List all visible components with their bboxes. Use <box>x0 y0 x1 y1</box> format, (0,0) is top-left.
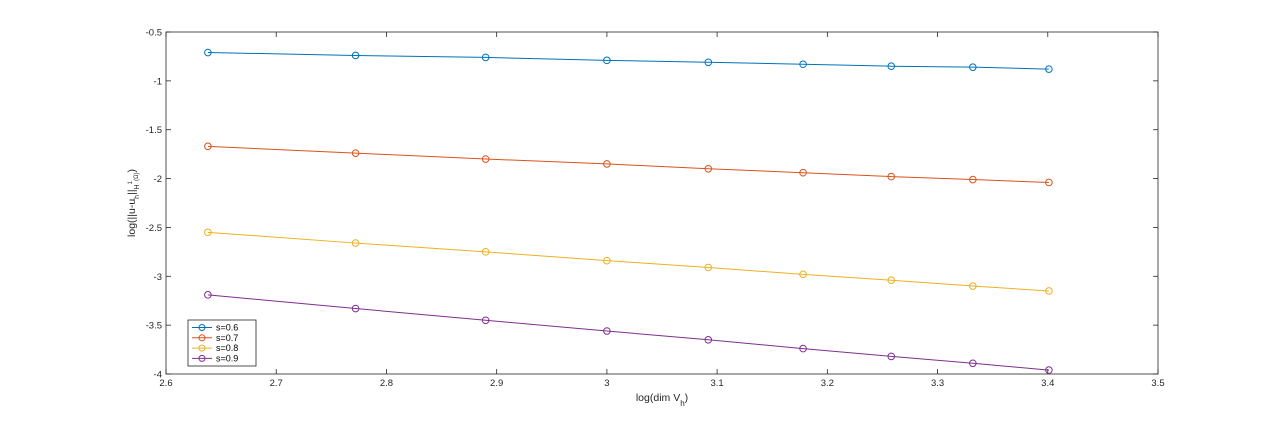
data-point <box>481 316 490 325</box>
x-axis-label: log(dim Vh) <box>636 392 688 408</box>
legend-entry: s=0.7 <box>192 333 238 343</box>
data-point <box>704 165 713 173</box>
data-point <box>1045 287 1053 295</box>
data-point <box>603 56 611 65</box>
data-point <box>603 256 611 265</box>
series-line <box>207 231 1049 292</box>
y-tick-label: -2.5 <box>146 223 162 234</box>
legend-label: s=0.8 <box>216 343 238 353</box>
x-tick-label: 3.1 <box>711 378 724 389</box>
x-tick-label: 2.7 <box>270 378 283 389</box>
series-2 <box>204 142 1053 187</box>
data-point <box>969 175 977 184</box>
y-tick-label: -1 <box>154 76 162 87</box>
legend-label: s=0.9 <box>216 353 238 363</box>
series-line <box>207 145 1049 183</box>
data-point <box>704 58 713 67</box>
y-axis-label: log(||u-uh||H1(Ω)) <box>126 169 141 237</box>
legend-marker <box>198 344 206 352</box>
data-point <box>799 344 807 353</box>
data-point <box>887 62 896 70</box>
x-tick-label: 2.8 <box>380 378 393 389</box>
ticks: 2.6 2.7 2.8 2.9 3 3.1 3.2 3.3 3.4 3.5 -4 -3.5 -3 -2.5… <box>146 28 1165 390</box>
data-point <box>799 168 807 177</box>
x-tick-label: 2.6 <box>159 378 172 389</box>
y-tick-label: -3 <box>154 272 162 283</box>
y-tick-label: -2 <box>154 174 162 185</box>
series-4 <box>204 291 1053 374</box>
x-tick-label: 3.4 <box>1041 378 1054 389</box>
legend-entry: s=0.8 <box>192 343 238 353</box>
legend-marker <box>198 324 206 331</box>
x-tick-label: 3 <box>604 378 609 389</box>
data-point <box>204 142 212 151</box>
series-3 <box>204 228 1053 295</box>
data-point <box>1045 178 1053 187</box>
data-point <box>799 270 807 279</box>
legend-label: s=0.6 <box>216 323 238 333</box>
legend-entry: s=0.6 <box>192 323 238 333</box>
series-1 <box>204 48 1053 73</box>
data-point <box>887 276 896 284</box>
series-group <box>204 48 1053 374</box>
legend: s=0.6s=0.7s=0.8s=0.9 <box>187 319 257 367</box>
data-point <box>481 155 490 163</box>
y-tick-label: -4 <box>154 370 162 381</box>
data-point <box>351 239 360 247</box>
data-point <box>204 228 212 237</box>
data-point <box>969 282 977 290</box>
data-point <box>204 291 212 299</box>
data-point <box>603 160 611 168</box>
legend-entry: s=0.9 <box>192 353 238 363</box>
x-tick-label: 2.9 <box>490 378 503 389</box>
series-line <box>207 294 1049 371</box>
legend-marker <box>198 354 206 362</box>
data-point <box>704 263 713 272</box>
data-point <box>481 248 490 256</box>
data-point <box>204 48 212 57</box>
x-tick-label: 3.3 <box>931 378 944 389</box>
data-point <box>351 51 360 60</box>
legend-label: s=0.7 <box>216 333 238 343</box>
legend-marker <box>198 334 206 342</box>
y-tick-label: -0.5 <box>146 28 162 39</box>
series-line <box>207 52 1049 70</box>
data-point <box>704 336 713 344</box>
x-tick-label: 3.5 <box>1151 378 1164 389</box>
y-tick-label: -1.5 <box>146 125 162 136</box>
data-point <box>351 149 360 157</box>
data-point <box>799 60 807 69</box>
data-point <box>1045 366 1053 374</box>
data-point <box>351 304 360 313</box>
data-point <box>887 172 896 181</box>
data-point <box>481 53 490 62</box>
data-point <box>603 327 611 335</box>
y-tick-label: -3.5 <box>146 321 162 332</box>
data-point <box>969 359 977 368</box>
data-point <box>887 352 896 361</box>
plot-area <box>165 31 1159 375</box>
data-point <box>1045 65 1053 73</box>
x-tick-label: 3.2 <box>821 378 834 389</box>
data-point <box>969 63 977 71</box>
